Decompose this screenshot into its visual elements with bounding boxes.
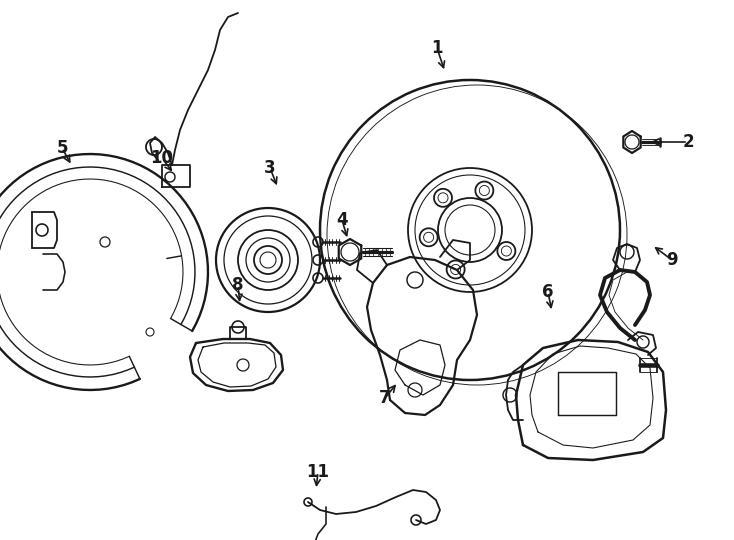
Text: 2: 2 xyxy=(682,133,694,151)
Text: 11: 11 xyxy=(307,463,330,481)
Text: 3: 3 xyxy=(264,159,276,177)
Text: 8: 8 xyxy=(232,276,244,294)
Text: 5: 5 xyxy=(57,139,68,157)
Text: 10: 10 xyxy=(150,149,173,167)
Text: 7: 7 xyxy=(379,389,390,407)
Text: 9: 9 xyxy=(666,251,677,269)
Text: 4: 4 xyxy=(336,211,348,229)
Text: 6: 6 xyxy=(542,283,553,301)
Text: 1: 1 xyxy=(432,39,443,57)
